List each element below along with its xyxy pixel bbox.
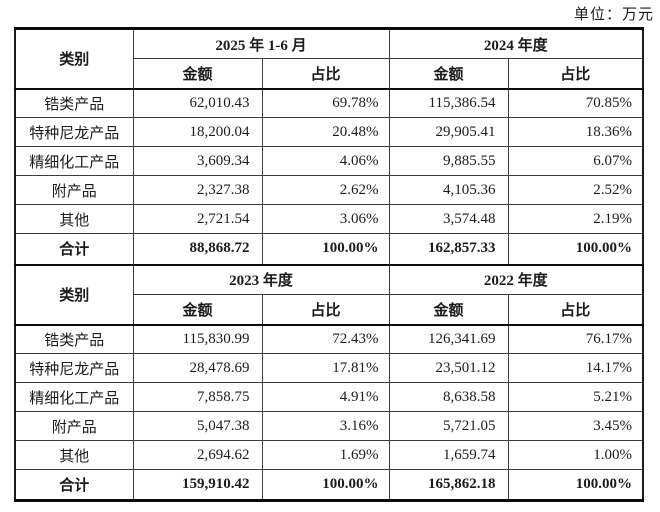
category-column-header: 类别	[14, 28, 134, 90]
table-row: 附产品 5,047.38 3.16% 5,721.05 3.45%	[14, 411, 644, 441]
amount-cell: 1,659.74	[388, 440, 509, 470]
period-header-2025h1: 2025 年 1-6 月	[132, 28, 390, 59]
ratio-header: 占比	[261, 294, 390, 326]
ratio-cell: 69.78%	[261, 88, 390, 118]
ratio-cell: 3.16%	[261, 411, 390, 441]
amount-cell: 23,501.12	[388, 353, 509, 383]
ratio-header: 占比	[261, 58, 390, 90]
table-row: 其他 2,721.54 3.06% 3,574.48 2.19%	[14, 204, 644, 234]
ratio-cell: 1.69%	[261, 440, 390, 470]
ratio-cell: 76.17%	[507, 324, 644, 354]
total-ratio-cell: 100.00%	[261, 233, 390, 266]
ratio-cell: 18.36%	[507, 117, 644, 147]
category-cell: 锆类产品	[14, 88, 134, 118]
total-amount-cell: 165,862.18	[388, 469, 509, 501]
amount-cell: 18,200.04	[132, 117, 263, 147]
category-cell: 附产品	[14, 175, 134, 205]
category-column-header: 类别	[14, 264, 134, 326]
amount-header: 金额	[132, 294, 263, 326]
ratio-header: 占比	[507, 58, 644, 90]
category-cell: 特种尼龙产品	[14, 353, 134, 383]
table-row: 特种尼龙产品 28,478.69 17.81% 23,501.12 14.17%	[14, 353, 644, 383]
total-ratio-cell: 100.00%	[261, 469, 390, 501]
category-cell: 锆类产品	[14, 324, 134, 354]
table-row: 特种尼龙产品 18,200.04 20.48% 29,905.41 18.36%	[14, 117, 644, 147]
amount-cell: 2,327.38	[132, 175, 263, 205]
amount-cell: 62,010.43	[132, 88, 263, 118]
total-label-cell: 合计	[14, 469, 134, 501]
header-row-periods-2: 类别 2023 年度 2022 年度	[14, 264, 644, 326]
ratio-cell: 4.06%	[261, 146, 390, 176]
amount-cell: 126,341.69	[388, 324, 509, 354]
amount-cell: 28,478.69	[132, 353, 263, 383]
amount-header: 金额	[132, 58, 263, 90]
ratio-cell: 2.19%	[507, 204, 644, 234]
header-row-periods-1: 类别 2025 年 1-6 月 2024 年度	[14, 28, 644, 90]
table-row: 附产品 2,327.38 2.62% 4,105.36 2.52%	[14, 175, 644, 205]
table-row: 锆类产品 115,830.99 72.43% 126,341.69 76.17%	[14, 324, 644, 354]
amount-header: 金额	[388, 58, 509, 90]
table-row: 精细化工产品 3,609.34 4.06% 9,885.55 6.07%	[14, 146, 644, 176]
period-header-2024: 2024 年度	[388, 28, 644, 59]
total-row: 合计 88,868.72 100.00% 162,857.33 100.00%	[14, 233, 644, 266]
total-row: 合计 159,910.42 100.00% 165,862.18 100.00%	[14, 469, 644, 501]
amount-header: 金额	[388, 294, 509, 326]
period-header-2022: 2022 年度	[388, 264, 644, 295]
ratio-cell: 20.48%	[261, 117, 390, 147]
ratio-cell: 17.81%	[261, 353, 390, 383]
category-cell: 精细化工产品	[14, 382, 134, 412]
amount-cell: 3,574.48	[388, 204, 509, 234]
table-row: 其他 2,694.62 1.69% 1,659.74 1.00%	[14, 440, 644, 470]
ratio-cell: 6.07%	[507, 146, 644, 176]
amount-cell: 3,609.34	[132, 146, 263, 176]
total-amount-cell: 162,857.33	[388, 233, 509, 266]
amount-cell: 8,638.58	[388, 382, 509, 412]
ratio-cell: 72.43%	[261, 324, 390, 354]
category-cell: 其他	[14, 204, 134, 234]
ratio-cell: 2.62%	[261, 175, 390, 205]
total-ratio-cell: 100.00%	[507, 233, 644, 266]
amount-cell: 2,694.62	[132, 440, 263, 470]
header-row-subcolumns-2: 金额 占比 金额 占比	[15, 294, 644, 326]
ratio-cell: 70.85%	[507, 88, 644, 118]
header-row-subcolumns-1: 金额 占比 金额 占比	[15, 58, 644, 90]
ratio-cell: 2.52%	[507, 175, 644, 205]
amount-cell: 5,047.38	[132, 411, 263, 441]
amount-cell: 9,885.55	[388, 146, 509, 176]
category-cell: 特种尼龙产品	[14, 117, 134, 147]
amount-cell: 29,905.41	[388, 117, 509, 147]
ratio-cell: 1.00%	[507, 440, 644, 470]
category-cell: 附产品	[14, 411, 134, 441]
total-ratio-cell: 100.00%	[507, 469, 644, 501]
ratio-cell: 3.06%	[261, 204, 390, 234]
amount-cell: 4,105.36	[388, 175, 509, 205]
total-amount-cell: 159,910.42	[132, 469, 263, 501]
ratio-cell: 14.17%	[507, 353, 644, 383]
amount-cell: 5,721.05	[388, 411, 509, 441]
total-label-cell: 合计	[14, 233, 134, 266]
revenue-by-category-table: 类别 2025 年 1-6 月 2024 年度 金额 占比 金额 占比 锆类产品…	[14, 27, 645, 502]
table-row: 锆类产品 62,010.43 69.78% 115,386.54 70.85%	[14, 88, 644, 118]
amount-cell: 2,721.54	[132, 204, 263, 234]
ratio-header: 占比	[507, 294, 644, 326]
period-header-2023: 2023 年度	[132, 264, 390, 295]
total-amount-cell: 88,868.72	[132, 233, 263, 266]
unit-label: 单位：万元	[573, 7, 654, 23]
ratio-cell: 3.45%	[507, 411, 644, 441]
category-cell: 其他	[14, 440, 134, 470]
amount-cell: 7,858.75	[132, 382, 263, 412]
ratio-cell: 5.21%	[507, 382, 644, 412]
table-row: 精细化工产品 7,858.75 4.91% 8,638.58 5.21%	[14, 382, 644, 412]
ratio-cell: 4.91%	[261, 382, 390, 412]
amount-cell: 115,830.99	[132, 324, 263, 354]
amount-cell: 115,386.54	[388, 88, 509, 118]
category-cell: 精细化工产品	[14, 146, 134, 176]
